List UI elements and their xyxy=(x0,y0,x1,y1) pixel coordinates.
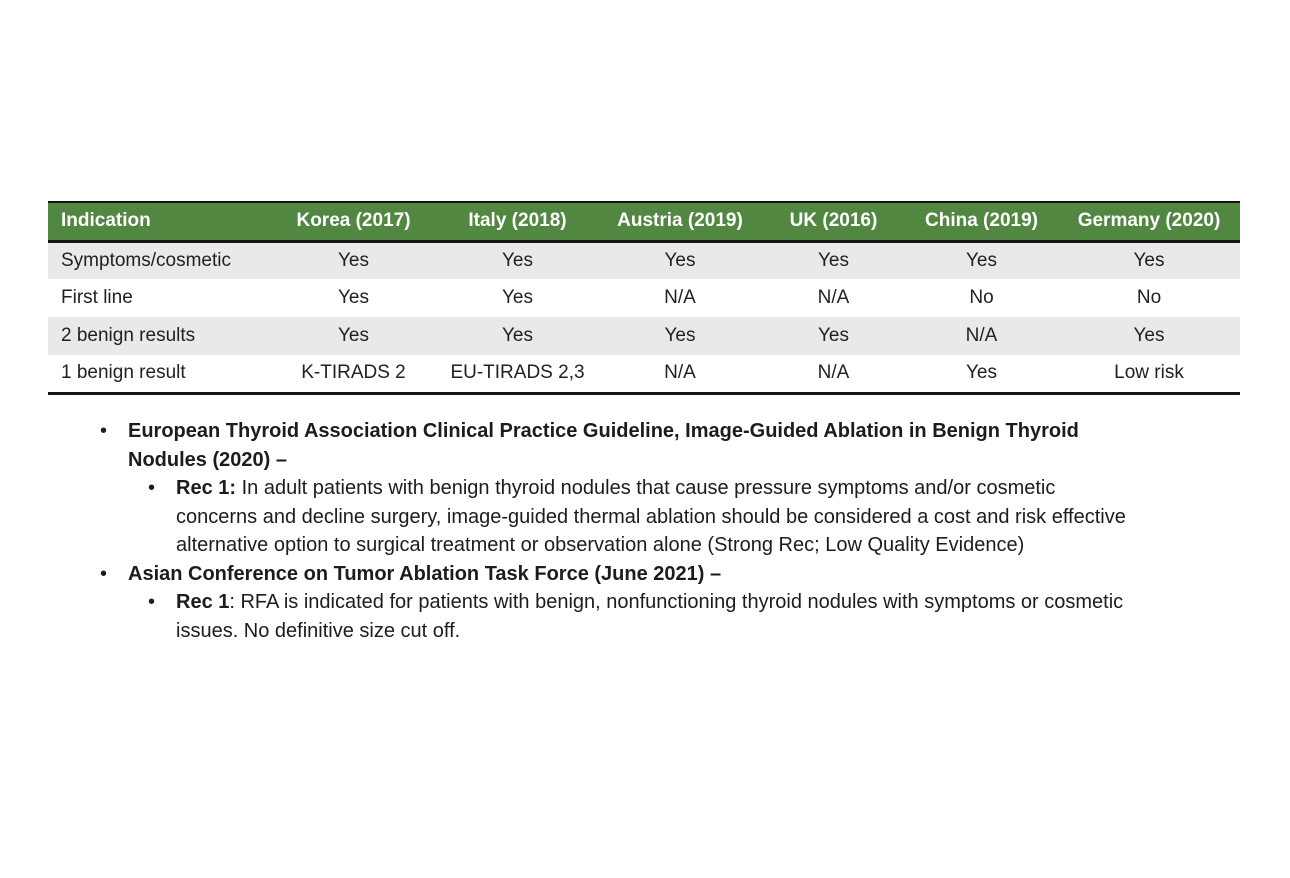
table-header-row: Indication Korea (2017) Italy (2018) Aus… xyxy=(48,201,1240,243)
note-rec-label: Rec 1 xyxy=(176,591,230,613)
table-cell: N/A xyxy=(965,325,998,346)
col-header-uk: UK (2016) xyxy=(762,201,905,243)
bullet-icon xyxy=(100,560,128,589)
table-cell: 2 benign results xyxy=(61,325,196,346)
bullet-icon xyxy=(148,588,176,645)
col-header-germany: Germany (2020) xyxy=(1058,201,1240,243)
table-cell: N/A xyxy=(762,355,905,395)
table-cell: N/A xyxy=(664,287,696,308)
table-cell: 1 benign result xyxy=(48,355,270,395)
table-cell: Yes xyxy=(338,249,369,271)
table-cell: N/A xyxy=(598,355,762,395)
note-text: : RFA is indicated for patients with ben… xyxy=(176,591,1124,642)
table-cell: Yes xyxy=(905,355,1058,395)
table-cell: Low risk xyxy=(1058,355,1240,395)
col-header-indication: Indication xyxy=(48,201,270,243)
table-cell: Yes xyxy=(1133,325,1165,346)
bullet-icon xyxy=(148,474,176,560)
table-cell: Yes xyxy=(502,287,533,308)
table-cell: Yes xyxy=(664,325,696,346)
table-cell: Yes xyxy=(664,249,696,271)
table-cell: Yes xyxy=(818,249,849,271)
table-cell: No xyxy=(969,287,994,308)
table-cell: Yes xyxy=(502,325,533,346)
note-text: In adult patients with benign thyroid no… xyxy=(176,477,1126,556)
note-rec-label: Rec 1: xyxy=(176,477,237,499)
table-row-first-line: First line Yes Yes N/A N/A No No xyxy=(48,279,1240,317)
note-text: Asian Conference on Tumor Ablation Task … xyxy=(128,562,722,585)
note-eta-guideline: European Thyroid Association Clinical Pr… xyxy=(100,417,1172,474)
table-cell: Symptoms/cosmetic xyxy=(61,249,231,271)
table-cell: EU-TIRADS 2,3 xyxy=(437,355,598,395)
table-cell: Yes xyxy=(338,325,369,346)
note-acta-taskforce: Asian Conference on Tumor Ablation Task … xyxy=(100,560,1172,589)
table-row-2-benign-results: 2 benign results Yes Yes Yes Yes N/A Yes xyxy=(48,317,1240,355)
table-cell: Yes xyxy=(1133,249,1165,271)
note-text: European Thyroid Association Clinical Pr… xyxy=(128,420,1079,471)
table-cell: First line xyxy=(61,287,133,308)
indication-comparison-table: Indication Korea (2017) Italy (2018) Aus… xyxy=(48,201,1240,395)
col-header-china: China (2019) xyxy=(905,201,1058,243)
table-cell: Yes xyxy=(966,249,997,271)
table-cell: Yes xyxy=(338,287,369,308)
table-row-symptoms-cosmetic: Symptoms/cosmetic Yes Yes Yes Yes Yes Ye… xyxy=(48,241,1240,279)
table-cell: Yes xyxy=(502,249,533,271)
col-header-austria: Austria (2019) xyxy=(598,201,762,243)
table-cell: N/A xyxy=(817,287,850,308)
guideline-notes: European Thyroid Association Clinical Pr… xyxy=(100,417,1172,645)
table-cell: No xyxy=(1136,287,1162,308)
note-eta-rec1: Rec 1: In adult patients with benign thy… xyxy=(148,474,1172,560)
col-header-italy: Italy (2018) xyxy=(437,201,598,243)
bullet-icon xyxy=(100,417,128,474)
note-acta-rec1: Rec 1: RFA is indicated for patients wit… xyxy=(148,588,1172,645)
table-cell: Yes xyxy=(818,325,849,346)
col-header-korea: Korea (2017) xyxy=(270,201,437,243)
table-row-1-benign-result: 1 benign result K-TIRADS 2 EU-TIRADS 2,3… xyxy=(48,355,1240,395)
table-cell: K-TIRADS 2 xyxy=(270,355,437,395)
